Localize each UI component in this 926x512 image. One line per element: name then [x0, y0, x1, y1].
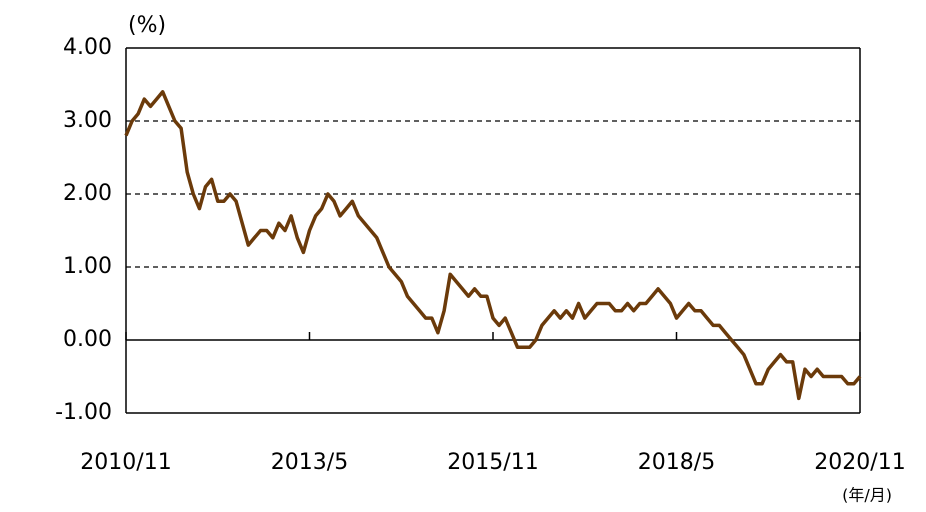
x-tick-label: 2010/11: [80, 450, 171, 475]
x-tick-label: 2020/11: [814, 450, 905, 475]
y-tick-label: 1.00: [63, 254, 112, 279]
x-unit-label: (年/月): [842, 486, 892, 505]
x-tick-label: 2018/5: [638, 450, 715, 475]
y-tick-label: 3.00: [63, 108, 112, 133]
data-line: [124, 90, 862, 401]
x-tick-label: 2015/11: [447, 450, 538, 475]
y-unit-label: (%): [128, 13, 166, 38]
y-tick-label: 0.00: [63, 327, 112, 352]
y-tick-label: -1.00: [55, 400, 112, 425]
y-tick-label: 4.00: [63, 35, 112, 60]
x-tick-label: 2013/5: [271, 450, 348, 475]
y-tick-label: 2.00: [63, 181, 112, 206]
